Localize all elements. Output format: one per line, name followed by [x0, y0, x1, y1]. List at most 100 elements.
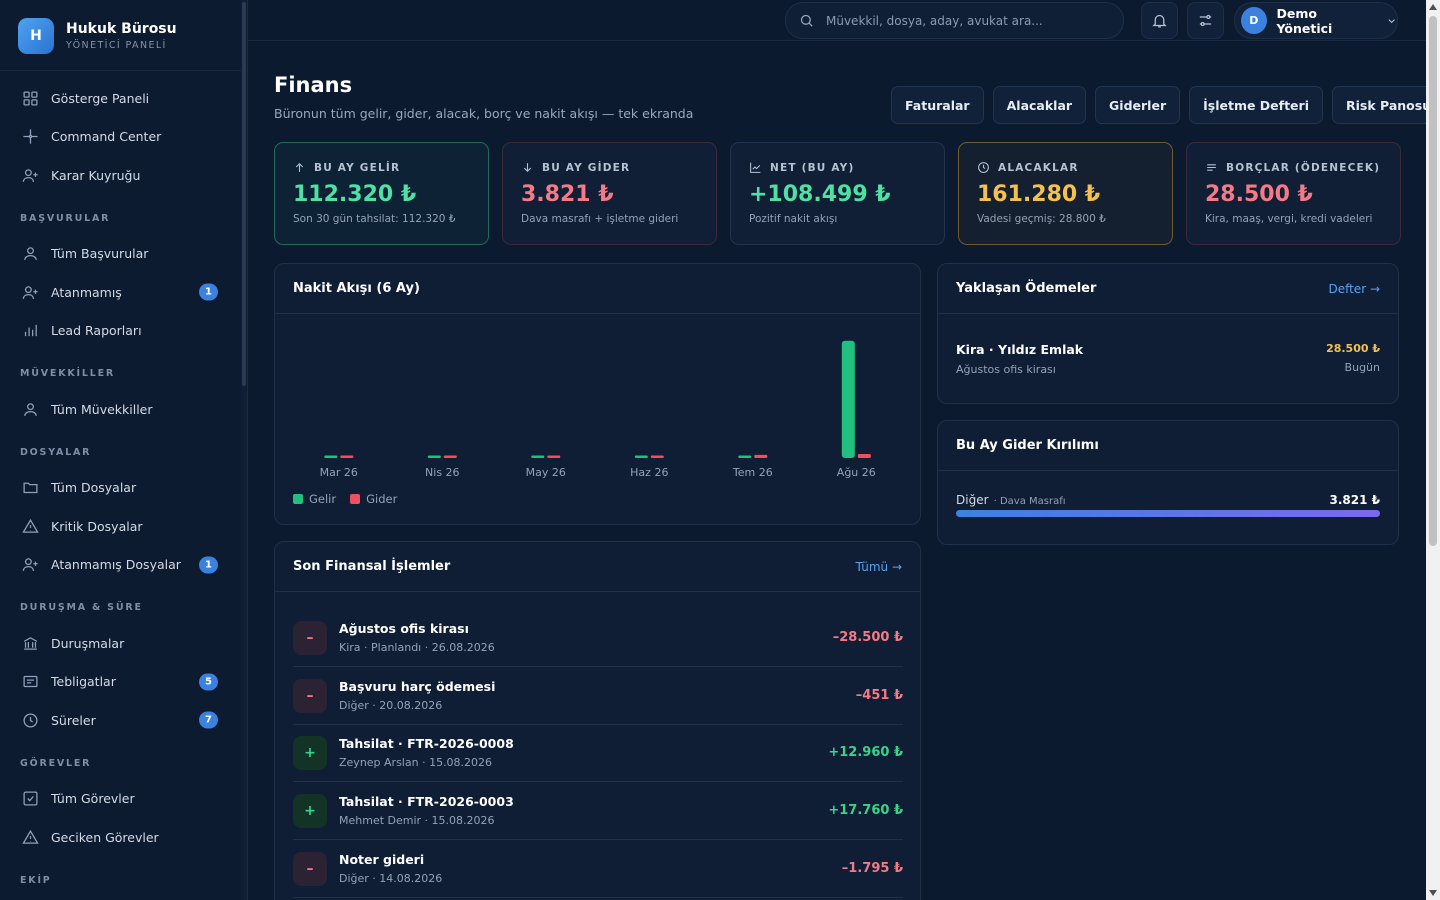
tab-invoices[interactable]: Faturalar	[891, 86, 984, 124]
page-scrollbar[interactable]	[1426, 0, 1440, 900]
expense-bar-4[interactable]	[754, 454, 768, 458]
plus-icon: +	[293, 793, 327, 828]
expense-bar-3[interactable]	[650, 455, 664, 459]
transaction-row[interactable]: – Noter gideri Diğer · 14.08.2026 –1.795 …	[293, 840, 903, 898]
card-header: Bu Ay Gider Kırılımı	[938, 421, 1398, 471]
ledger-link[interactable]: Defter →	[1328, 281, 1380, 296]
kpi-card-payables[interactable]: BORÇLAR (ÖDENECEK) 28.500 ₺ Kira, maaş, …	[1186, 142, 1401, 245]
checkbox-icon	[23, 791, 38, 806]
kpi-label: BORÇLAR (ÖDENECEK)	[1205, 161, 1382, 174]
sidebar-item-label: Atanmamış	[51, 284, 122, 300]
sidebar-item-critical-files[interactable]: Kritik Dosyalar	[0, 507, 247, 546]
sidebar-item-label: Tüm Müvekkiller	[51, 401, 153, 417]
sidebar-item-unassigned[interactable]: Atanmamış 1	[0, 273, 247, 312]
expense-bar-2[interactable]	[547, 455, 561, 459]
sidebar-scrollbar-thumb[interactable]	[242, 2, 246, 386]
transaction-row[interactable]: – Ağustos ofis kirası Kira · Planlandı · …	[293, 609, 903, 667]
courthouse-icon	[23, 636, 38, 650]
brand-subtitle: YÖNETİCİ PANELİ	[66, 39, 167, 51]
kpi-label-text: NET (BU AY)	[770, 161, 855, 174]
kpi-subtext: Pozitif nakit akışı	[749, 213, 838, 225]
user-menu[interactable]: D Demo Yönetici	[1234, 2, 1398, 39]
sidebar-item-overdue-tasks[interactable]: Geciken Görevler	[0, 818, 247, 857]
kpi-card-receivables[interactable]: ALACAKLAR 161.280 ₺ Vadesi geçmiş: 28.80…	[958, 142, 1173, 245]
transaction-row[interactable]: – Başvuru harç ödemesi Diğer · 20.08.2026…	[293, 667, 903, 725]
sidebar-item-command-center[interactable]: Command Center	[0, 118, 247, 157]
legend-swatch-expense	[350, 494, 361, 504]
notice-icon	[23, 676, 38, 688]
tab-ledger[interactable]: İşletme Defteri	[1189, 86, 1323, 124]
transaction-title: Tahsilat · FTR-2026-0008	[339, 736, 514, 751]
sidebar-item-lead-reports[interactable]: Lead Raporları	[0, 312, 247, 351]
topbar: D Demo Yönetici	[248, 0, 1426, 41]
income-bar-3[interactable]	[634, 455, 648, 459]
search-input[interactable]	[826, 13, 1106, 28]
transaction-meta: Kira · Planlandı · 26.08.2026	[339, 641, 495, 654]
transaction-amount: +17.760 ₺	[828, 803, 903, 818]
tab-risk-board[interactable]: Risk Panosu	[1332, 86, 1440, 124]
card-title: Bu Ay Gider Kırılımı	[956, 438, 1099, 453]
sidebar-item-all-applications[interactable]: Tüm Başvurular	[0, 235, 247, 274]
sidebar-item-unassigned-files[interactable]: Atanmamış Dosyalar 1	[0, 546, 247, 585]
transaction-row[interactable]: + Tahsilat · FTR-2026-0003 Mehmet Demir ·…	[293, 782, 903, 840]
section-title-tasks: GÖREVLER	[20, 757, 92, 769]
tab-receivables[interactable]: Alacaklar	[992, 86, 1087, 124]
transaction-amount: –28.500 ₺	[832, 630, 903, 645]
sidebar-item-decision-queue[interactable]: Karar Kuyruğu	[0, 156, 247, 195]
section-title-files: DOSYALAR	[20, 446, 92, 458]
expense-bar-5[interactable]	[857, 454, 871, 458]
kpi-card-net[interactable]: NET (BU AY) +108.499 ₺ Pozitif nakit akı…	[730, 142, 945, 245]
arrow-down-icon	[523, 163, 532, 173]
income-bar-2[interactable]	[531, 455, 545, 459]
income-bar-5[interactable]	[841, 340, 855, 458]
sidebar-item-hearings[interactable]: Duruşmalar	[0, 624, 247, 663]
upcoming-item[interactable]: Kira · Yıldız Emlak Ağustos ofis kirası …	[956, 342, 1380, 376]
sidebar-item-all-tasks[interactable]: Tüm Görevler	[0, 780, 247, 819]
sidebar-scrollbar[interactable]	[241, 0, 247, 900]
transaction-meta: Zeynep Arslan · 15.08.2026	[339, 756, 493, 769]
kpi-label-text: BU AY GELİR	[314, 161, 401, 174]
kpi-card-expense[interactable]: BU AY GİDER 3.821 ₺ Dava masrafı + işlet…	[502, 142, 717, 245]
all-transactions-link[interactable]: Tümü →	[855, 559, 902, 574]
brand[interactable]: H Hukuk Bürosu YÖNETİCİ PANELİ	[0, 0, 247, 71]
sidebar-nav: Gösterge Paneli Command Center Karar Kuy…	[0, 71, 247, 897]
page-scrollbar-thumb[interactable]	[1429, 16, 1437, 546]
main-content: Finans Büronun tüm gelir, gider, alacak,…	[248, 41, 1440, 900]
kpi-subtext: Vadesi geçmiş: 28.800 ₺	[977, 213, 1106, 225]
warning-triangle-icon	[22, 829, 39, 844]
sidebar: H Hukuk Bürosu YÖNETİCİ PANELİ Gösterge …	[0, 0, 248, 900]
expense-bar-1[interactable]	[443, 455, 457, 459]
settings-button[interactable]	[1187, 2, 1224, 39]
kpi-value: 3.821 ₺	[521, 182, 614, 207]
x-tick-label: Tem 26	[732, 466, 773, 479]
tab-expenses[interactable]: Giderler	[1095, 86, 1181, 124]
section-title-hearings: DURUŞMA & SÜRE	[20, 602, 143, 613]
kpi-card-income[interactable]: BU AY GELİR 112.320 ₺ Son 30 gün tahsila…	[274, 142, 489, 245]
sidebar-item-all-files[interactable]: Tüm Dosyalar	[0, 469, 247, 508]
notifications-button[interactable]	[1141, 2, 1178, 39]
clock-icon	[23, 713, 38, 728]
card-header: Yaklaşan Ödemeler Defter →	[938, 264, 1398, 314]
sidebar-item-dashboard[interactable]: Gösterge Paneli	[0, 79, 247, 118]
scroll-up-arrow-icon[interactable]	[1426, 0, 1440, 14]
income-bar-0[interactable]	[324, 455, 338, 459]
section-title-clients: MÜVEKKİLLER	[20, 368, 115, 379]
transaction-row[interactable]: + Tahsilat · FTR-2026-0008 Zeynep Arslan …	[293, 724, 903, 782]
finance-tabs: Faturalar Alacaklar Giderler İşletme Def…	[891, 86, 1440, 124]
kpi-value: 28.500 ₺	[1205, 182, 1313, 207]
kpi-row: BU AY GELİR 112.320 ₺ Son 30 gün tahsila…	[274, 142, 1401, 245]
sidebar-item-notices[interactable]: Tebligatlar 5	[0, 663, 247, 702]
transaction-title: Noter gideri	[339, 852, 425, 867]
search-box[interactable]	[785, 2, 1124, 39]
income-bar-4[interactable]	[738, 455, 752, 459]
user-icon	[24, 247, 37, 261]
kpi-label: NET (BU AY)	[749, 161, 926, 174]
scroll-down-arrow-icon[interactable]	[1426, 886, 1440, 900]
upcoming-payments-card: Yaklaşan Ödemeler Defter → Kira · Yıldız…	[937, 263, 1399, 404]
sidebar-item-deadlines[interactable]: Süreler 7	[0, 701, 247, 740]
minus-icon: –	[293, 620, 327, 655]
expense-bar-0[interactable]	[340, 455, 354, 459]
sidebar-item-all-clients[interactable]: Tüm Müvekkiller	[0, 390, 247, 429]
income-bar-1[interactable]	[427, 455, 441, 459]
user-plus-icon	[22, 558, 38, 572]
